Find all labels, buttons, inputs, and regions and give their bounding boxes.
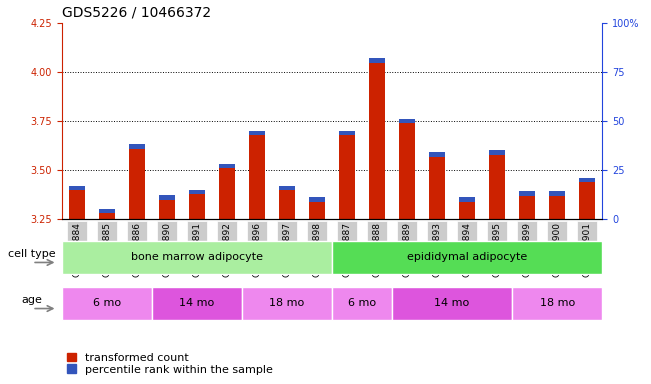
Text: GSM635900: GSM635900 [553, 222, 562, 277]
Bar [488, 221, 507, 273]
Bar [429, 152, 445, 219]
Bar [549, 192, 566, 196]
Bar [98, 209, 115, 219]
Bar [399, 119, 415, 123]
Bar [98, 209, 115, 214]
Legend: transformed count, percentile rank within the sample: transformed count, percentile rank withi… [68, 353, 273, 375]
Text: GSM635899: GSM635899 [523, 222, 532, 277]
Bar [249, 131, 265, 219]
Bar [512, 287, 602, 320]
Bar [368, 58, 385, 63]
Text: GDS5226 / 10466372: GDS5226 / 10466372 [62, 5, 211, 19]
Text: GSM635896: GSM635896 [253, 222, 262, 277]
Bar [332, 241, 602, 274]
Text: GSM635885: GSM635885 [102, 222, 111, 277]
Text: GSM635889: GSM635889 [402, 222, 411, 277]
Bar [159, 195, 175, 219]
Bar [339, 131, 355, 219]
Bar [152, 287, 242, 320]
Bar [427, 221, 447, 273]
Bar [332, 287, 392, 320]
Text: 18 mo: 18 mo [540, 298, 575, 308]
Text: GSM635892: GSM635892 [223, 222, 232, 277]
Text: GSM635897: GSM635897 [283, 222, 292, 277]
Bar [249, 131, 265, 135]
Text: GSM635888: GSM635888 [372, 222, 381, 277]
Text: GSM635887: GSM635887 [342, 222, 352, 277]
Bar [459, 197, 475, 219]
Text: epididymal adipocyte: epididymal adipocyte [407, 252, 527, 262]
Bar [367, 221, 387, 273]
Bar [579, 178, 596, 219]
Bar [219, 164, 235, 219]
Text: GSM635895: GSM635895 [493, 222, 502, 277]
Text: GSM635894: GSM635894 [463, 222, 471, 277]
Bar [129, 144, 145, 149]
Bar [279, 185, 296, 190]
Bar [189, 190, 205, 194]
Bar [459, 197, 475, 202]
Bar [309, 197, 326, 202]
Bar [309, 197, 326, 219]
Bar [187, 221, 206, 273]
Bar [368, 58, 385, 219]
Bar [429, 152, 445, 157]
Bar [159, 195, 175, 200]
Bar [547, 221, 567, 273]
Text: GSM635886: GSM635886 [132, 222, 141, 277]
Bar [549, 192, 566, 219]
Bar [519, 192, 535, 196]
Text: 14 mo: 14 mo [434, 298, 470, 308]
Bar [157, 221, 176, 273]
Bar [397, 221, 417, 273]
Bar [489, 150, 505, 219]
Bar [339, 131, 355, 135]
Bar [519, 192, 535, 219]
Text: 6 mo: 6 mo [348, 298, 376, 308]
Bar [129, 144, 145, 219]
Text: GSM635890: GSM635890 [162, 222, 171, 277]
Bar [67, 221, 87, 273]
Bar [62, 287, 152, 320]
Bar [577, 221, 597, 273]
Text: cell type: cell type [8, 249, 56, 259]
Bar [307, 221, 327, 273]
Bar [247, 221, 267, 273]
Text: age: age [21, 295, 43, 305]
Bar [189, 190, 205, 219]
Bar [219, 164, 235, 168]
Text: GSM635893: GSM635893 [432, 222, 441, 277]
Bar [399, 119, 415, 219]
Bar [217, 221, 237, 273]
Bar [279, 185, 296, 219]
Bar [392, 287, 512, 320]
Bar [62, 241, 332, 274]
Bar [277, 221, 297, 273]
Bar [242, 287, 332, 320]
Bar [68, 185, 85, 219]
Text: 14 mo: 14 mo [179, 298, 215, 308]
Bar [458, 221, 477, 273]
Bar [337, 221, 357, 273]
Text: bone marrow adipocyte: bone marrow adipocyte [131, 252, 263, 262]
Bar [518, 221, 537, 273]
Bar [489, 150, 505, 155]
Text: 6 mo: 6 mo [93, 298, 121, 308]
Text: GSM635901: GSM635901 [583, 222, 592, 277]
Text: GSM635884: GSM635884 [72, 222, 81, 277]
Bar [97, 221, 117, 273]
Bar [579, 178, 596, 182]
Bar [68, 185, 85, 190]
Text: GSM635898: GSM635898 [312, 222, 322, 277]
Text: 18 mo: 18 mo [270, 298, 305, 308]
Bar [127, 221, 146, 273]
Text: GSM635891: GSM635891 [193, 222, 201, 277]
